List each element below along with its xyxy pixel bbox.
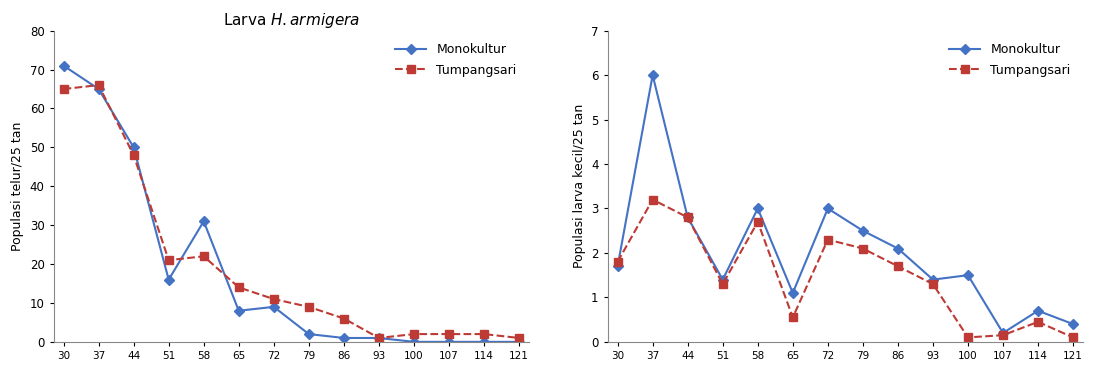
Tumpangsari [891,264,904,269]
Monokultur [891,246,904,251]
Title: Larva $\it{H. armigera}$: Larva $\it{H. armigera}$ [222,11,359,30]
Monokultur [612,264,625,269]
Monokultur [821,206,834,211]
Tumpangsari [961,335,974,340]
Tumpangsari [996,333,1009,337]
Tumpangsari [513,336,526,340]
Monokultur [162,278,175,282]
Monokultur [302,332,316,336]
Monokultur [92,87,105,91]
Monokultur [996,331,1009,335]
Monokultur [373,336,386,340]
Monokultur [961,273,974,278]
Tumpangsari [302,305,316,309]
Tumpangsari [821,237,834,242]
Line: Monokultur: Monokultur [60,62,523,346]
Y-axis label: Populasi telur/25 tan: Populasi telur/25 tan [11,122,24,251]
Monokultur [856,228,869,233]
Tumpangsari [162,258,175,262]
Monokultur [338,336,351,340]
Line: Monokultur: Monokultur [614,71,1077,337]
Monokultur [267,305,281,309]
Monokultur [1031,308,1044,313]
Monokultur [197,219,210,224]
Monokultur [786,291,799,295]
Tumpangsari [373,336,386,340]
Tumpangsari [92,83,105,87]
Monokultur [57,64,70,68]
Tumpangsari [267,297,281,301]
Tumpangsari [786,315,799,320]
Tumpangsari [57,87,70,91]
Tumpangsari [443,332,456,336]
Tumpangsari [646,198,659,202]
Monokultur [513,340,526,344]
Monokultur [443,340,456,344]
Tumpangsari [338,316,351,321]
Monokultur [478,340,491,344]
Monokultur [646,73,659,77]
Line: Tumpangsari: Tumpangsari [60,81,523,342]
Tumpangsari [408,332,421,336]
Tumpangsari [197,254,210,259]
Tumpangsari [681,215,694,219]
Monokultur [1066,322,1080,326]
Y-axis label: Populasi larva kecil/25 tan: Populasi larva kecil/25 tan [572,104,585,268]
Monokultur [926,278,939,282]
Tumpangsari [612,260,625,264]
Tumpangsari [716,282,729,286]
Tumpangsari [751,219,764,224]
Monokultur [232,308,246,313]
Tumpangsari [1066,335,1080,340]
Line: Tumpangsari: Tumpangsari [614,196,1077,341]
Monokultur [408,340,421,344]
Tumpangsari [856,246,869,251]
Tumpangsari [926,282,939,286]
Legend: Monokultur, Tumpangsari: Monokultur, Tumpangsari [389,37,523,83]
Tumpangsari [478,332,491,336]
Legend: Monokultur, Tumpangsari: Monokultur, Tumpangsari [943,37,1077,83]
Monokultur [716,278,729,282]
Tumpangsari [1031,320,1044,324]
Tumpangsari [232,285,246,290]
Monokultur [681,215,694,219]
Tumpangsari [127,153,140,157]
Monokultur [127,145,140,150]
Monokultur [751,206,764,211]
